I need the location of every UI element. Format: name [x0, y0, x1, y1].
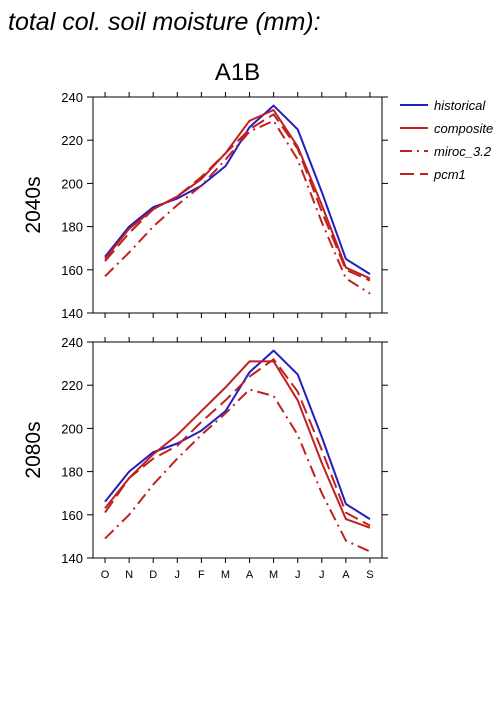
x-tick-label: J	[175, 569, 181, 581]
y-tick-label: 140	[61, 551, 83, 566]
chart-panel-1: 140 160 180 200 220 240 A1B 2040s	[22, 59, 388, 321]
x-tick-label: N	[125, 569, 133, 581]
series-line-miroc-3-2	[104, 119, 371, 295]
x-tick-label: A	[246, 569, 254, 581]
y-tick-label: 180	[61, 465, 83, 480]
series-line-pcm1	[104, 113, 371, 282]
y-tick-label: 180	[61, 220, 83, 235]
y-axis-label: 2080s	[22, 421, 45, 478]
legend-label: pcm1	[433, 167, 466, 182]
panel-title: A1B	[215, 59, 260, 86]
y-tick-label: 240	[61, 90, 83, 105]
series-line-composite	[104, 360, 371, 529]
series-line-historical	[104, 349, 371, 520]
y-tick-label: 160	[61, 508, 83, 523]
x-tick-label: F	[198, 569, 205, 581]
x-tick-label: J	[295, 569, 301, 581]
y-tick-label: 220	[61, 378, 83, 393]
plot-frame	[92, 96, 383, 314]
series-line-pcm1	[104, 358, 371, 527]
legend-label: miroc_3.2	[434, 144, 492, 159]
series-line-historical	[104, 104, 371, 275]
y-tick-label: 140	[61, 306, 83, 321]
plot-frame	[92, 341, 383, 559]
series-line-composite	[104, 109, 371, 280]
y-tick-label: 240	[61, 335, 83, 350]
y-tick-label: 200	[61, 176, 83, 191]
x-tick-label: S	[366, 569, 373, 581]
series-line-miroc-3-2	[104, 388, 371, 553]
x-tick-label: J	[319, 569, 325, 581]
x-tick-label: A	[342, 569, 350, 581]
page-title: total col. soil moisture (mm):	[8, 8, 321, 36]
y-tick-label: 160	[61, 263, 83, 278]
y-axis-label: 2040s	[22, 176, 45, 233]
x-tick-label: O	[101, 569, 110, 581]
y-tick-label: 200	[61, 421, 83, 436]
legend-label: composite	[434, 121, 493, 136]
legend: historical composite miroc_3.2 pcm1	[400, 98, 493, 182]
y-tick-label: 220	[61, 133, 83, 148]
x-tick-label: D	[149, 569, 157, 581]
chart-panel-2: 140 160 180 200 220 240 O N D J F M A M J J A S 2080s	[22, 335, 388, 581]
x-tick-label: M	[221, 569, 230, 581]
legend-label: historical	[434, 98, 486, 113]
chart-panels: 140 160 180 200 220 240 A1B 2040s 140 160 180 200 22…	[22, 59, 388, 581]
x-tick-label: M	[269, 569, 278, 581]
